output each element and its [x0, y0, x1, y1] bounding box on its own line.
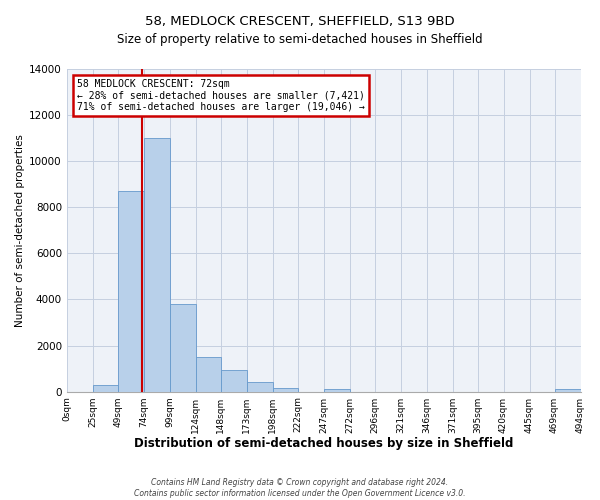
- Bar: [170, 304, 196, 392]
- X-axis label: Distribution of semi-detached houses by size in Sheffield: Distribution of semi-detached houses by …: [134, 437, 514, 450]
- Bar: [93, 384, 118, 392]
- Bar: [323, 390, 350, 392]
- Bar: [272, 388, 298, 392]
- Bar: [221, 370, 247, 392]
- Text: Size of property relative to semi-detached houses in Sheffield: Size of property relative to semi-detach…: [117, 32, 483, 46]
- Text: 58, MEDLOCK CRESCENT, SHEFFIELD, S13 9BD: 58, MEDLOCK CRESCENT, SHEFFIELD, S13 9BD: [145, 15, 455, 28]
- Bar: [554, 390, 581, 392]
- Bar: [247, 382, 272, 392]
- Text: 58 MEDLOCK CRESCENT: 72sqm
← 28% of semi-detached houses are smaller (7,421)
71%: 58 MEDLOCK CRESCENT: 72sqm ← 28% of semi…: [77, 78, 365, 112]
- Y-axis label: Number of semi-detached properties: Number of semi-detached properties: [15, 134, 25, 326]
- Text: Contains HM Land Registry data © Crown copyright and database right 2024.
Contai: Contains HM Land Registry data © Crown c…: [134, 478, 466, 498]
- Bar: [118, 191, 144, 392]
- Bar: [196, 357, 221, 392]
- Bar: [144, 138, 170, 392]
